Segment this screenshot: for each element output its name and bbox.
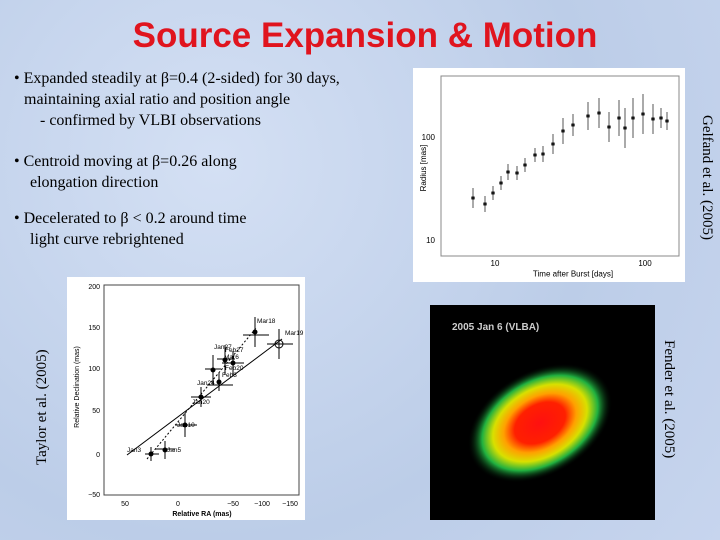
x-tick-label: −50	[227, 501, 239, 508]
point-label: Jan20	[192, 399, 210, 406]
bullet-line: elongation direction	[30, 174, 159, 191]
x-tick-label: 10	[491, 259, 500, 268]
x-tick-label: 100	[638, 259, 652, 268]
y-tick-label: 150	[88, 325, 100, 332]
bullet-line: - confirmed by VLBI observations	[40, 112, 261, 129]
y-tick-label: 200	[88, 284, 100, 291]
bullet: • Centroid moving at β=0.26 along elonga…	[14, 151, 237, 193]
plot-frame	[440, 75, 680, 257]
y-label: Relative Declination (mas)	[74, 346, 81, 428]
bullet-line: • Expanded steadily at β=0.4 (2-sided) f…	[14, 70, 340, 87]
position-figure: Relative Declination (mas) 200 150 100 5…	[67, 277, 305, 520]
y-tick-label: 10	[426, 236, 435, 245]
x-tick-label: −150	[282, 501, 298, 508]
credit: Fender et al. (2005)	[661, 340, 677, 459]
bullet-line: • Centroid moving at β=0.26 along	[14, 153, 237, 170]
point-label: Jan10	[177, 422, 195, 429]
point-label: Jan5	[167, 447, 181, 454]
plot-frame	[103, 284, 300, 496]
bullet-line: • Decelerated to β < 0.2 around time	[14, 210, 247, 227]
point-label: Feb20	[225, 365, 244, 372]
y-tick-label: −50	[88, 492, 100, 499]
points	[145, 317, 293, 461]
image-caption: 2005 Jan 6 (VLBA)	[452, 322, 539, 333]
emission	[467, 363, 613, 483]
figure-background	[413, 68, 685, 282]
y-tick-label: 0	[96, 452, 100, 459]
vlba-figure: 2005 Jan 6 (VLBA)	[430, 305, 655, 520]
x-tick-label: −100	[254, 501, 270, 508]
y-label: Radius [mas]	[419, 145, 428, 192]
figure-background	[67, 277, 305, 520]
x-label: Relative RA (mas)	[172, 511, 231, 518]
point-label: Feb3	[222, 372, 237, 379]
points	[471, 94, 669, 212]
bullet-line: maintaining axial ratio and position ang…	[24, 91, 291, 108]
y-tick-label: 50	[92, 408, 100, 415]
x-tick-label: 50	[121, 501, 129, 508]
y-tick-label: 100	[422, 133, 436, 142]
point-label: Feb27	[225, 347, 244, 354]
x-label: Time after Burst [days]	[533, 270, 613, 279]
bullet: • Expanded steadily at β=0.4 (2-sided) f…	[14, 68, 340, 131]
bullet: • Decelerated to β < 0.2 around time lig…	[14, 208, 246, 250]
point-label: Mar18	[257, 318, 276, 325]
credit: Gelfand et al. (2005)	[699, 115, 715, 240]
point-label: Mar19	[285, 330, 304, 337]
radius-figure: Radius [mas] 100 10 10 100 Time after Bu…	[413, 68, 685, 282]
point-label: Jan27	[214, 344, 232, 351]
fit-line	[146, 326, 258, 460]
x-tick-label: 0	[176, 501, 180, 508]
bullet-line: light curve rebrightened	[30, 231, 184, 248]
credit: Taylor et al. (2005)	[34, 349, 50, 465]
point-label: Mar6	[224, 354, 239, 361]
y-tick-label: 100	[88, 366, 100, 373]
point-label: Jan3	[127, 447, 141, 454]
slide-title: Source Expansion & Motion	[132, 16, 598, 55]
point-label: Jan24	[197, 380, 215, 387]
